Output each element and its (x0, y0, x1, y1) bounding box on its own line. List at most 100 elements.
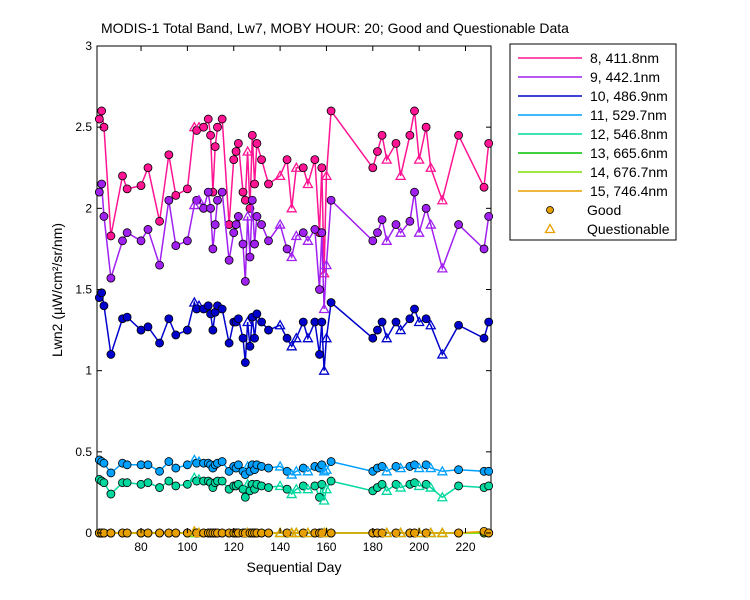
legend-marker-questionable (544, 223, 556, 234)
legend-label: 13, 665.6nm (590, 145, 668, 161)
questionable-point (425, 481, 437, 492)
good-point (182, 460, 192, 470)
questionable-point (436, 465, 448, 476)
good-point (122, 460, 132, 470)
good-point (484, 466, 494, 476)
good-point (94, 114, 104, 124)
good-point (122, 228, 132, 238)
good-point (317, 317, 327, 327)
good-point (310, 155, 320, 165)
questionable-point (381, 234, 393, 245)
good-point (282, 484, 292, 494)
good-point (94, 187, 104, 197)
good-point (298, 163, 308, 173)
questionable-point (425, 218, 437, 229)
good-point (377, 215, 387, 225)
good-point (213, 122, 222, 132)
good-point (164, 476, 174, 486)
good-point (155, 483, 164, 492)
good-point (164, 150, 174, 160)
good-point (368, 333, 378, 343)
good-point (217, 114, 227, 124)
good-point (326, 106, 336, 116)
y-tick-label: 2.5 (75, 120, 92, 134)
questionable-point (242, 210, 254, 221)
y-axis-ticks: 0 0.5 1 1.5 2 2.5 3 (75, 39, 491, 540)
questionable-point (286, 468, 298, 479)
good-point (106, 468, 116, 478)
good-point (182, 184, 192, 194)
series-10 (94, 288, 494, 375)
y-tick-label: 0 (85, 526, 92, 540)
good-point (245, 341, 255, 351)
x-tick-label: 120 (224, 540, 244, 554)
questionable-point (274, 218, 286, 229)
good-point (479, 244, 489, 254)
questionable-point (290, 465, 302, 476)
good-point (247, 130, 257, 140)
good-point (229, 228, 239, 238)
questionable-point (413, 527, 425, 538)
good-point (247, 195, 257, 205)
questionable-point (274, 170, 286, 181)
questionable-point (290, 332, 302, 343)
good-point (282, 155, 292, 165)
good-point (217, 304, 227, 314)
good-point (240, 358, 250, 367)
good-point (405, 130, 415, 140)
legend-label: Questionable (587, 221, 670, 237)
good-point (155, 466, 164, 476)
good-point (373, 325, 382, 335)
good-point (122, 184, 132, 194)
good-point (257, 155, 266, 165)
good-point (368, 236, 378, 246)
legend-label: 8, 411.8nm (590, 50, 659, 66)
questionable-point (318, 494, 330, 505)
questionable-point (290, 161, 302, 172)
good-point (213, 195, 222, 205)
questionable-point (302, 465, 314, 476)
good-point (203, 301, 213, 311)
good-point (240, 276, 250, 286)
y-tick-label: 1 (85, 364, 92, 378)
x-tick-label: 100 (177, 540, 197, 554)
good-point (106, 231, 116, 241)
good-point (171, 463, 181, 473)
good-point (454, 220, 463, 229)
questionable-point (395, 170, 407, 181)
questionable-point (436, 262, 448, 273)
good-point (264, 463, 273, 473)
good-point (155, 260, 164, 270)
x-tick-label: 160 (316, 540, 336, 554)
x-axis-ticks: 80 100 120 140 160 180 200 220 (134, 46, 476, 554)
good-point (217, 476, 227, 486)
y-tick-label: 0.5 (75, 445, 92, 459)
good-point (99, 212, 109, 221)
legend: 8, 411.8nm 9, 442.1nm 10, 486.9nm 11, 529.7… (509, 43, 677, 241)
questionable-point (320, 332, 333, 343)
x-tick-label: 180 (363, 540, 383, 554)
questionable-point (320, 463, 333, 474)
good-point (122, 478, 132, 488)
good-point (315, 350, 324, 359)
good-point (264, 528, 273, 538)
good-point (224, 338, 234, 348)
questionable-point (286, 340, 298, 351)
questionable-point (242, 145, 254, 156)
good-point (122, 528, 132, 538)
good-point (99, 458, 109, 468)
questionable-point (425, 161, 437, 172)
questionable-point (320, 483, 333, 494)
questionable-point (395, 527, 407, 538)
good-point (391, 138, 401, 148)
good-point (479, 182, 489, 192)
series-layer (94, 106, 494, 538)
good-point (97, 179, 107, 189)
good-point (377, 130, 387, 140)
good-point (373, 147, 382, 156)
good-point (206, 130, 215, 140)
good-point (410, 187, 419, 197)
good-point (210, 220, 220, 229)
good-point (405, 314, 415, 324)
good-point (171, 528, 181, 538)
